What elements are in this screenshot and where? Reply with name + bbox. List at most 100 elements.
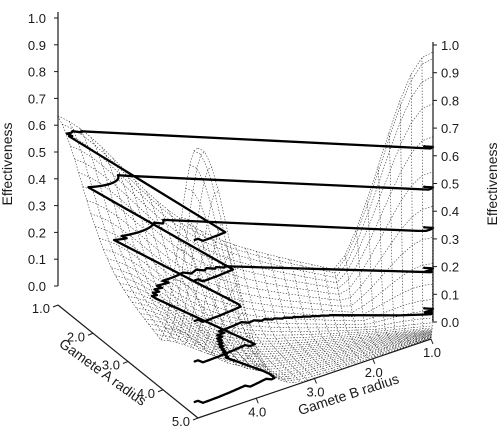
- mesh-line-b: [157, 200, 260, 366]
- gamete-b-tick-label: 1.0: [423, 345, 441, 360]
- mesh-line-b: [90, 137, 219, 346]
- z-right-tick-label: 0.6: [441, 149, 459, 164]
- mesh-line-b: [245, 248, 315, 379]
- contour-line: [112, 218, 435, 323]
- mesh-line-a: [193, 150, 432, 381]
- mesh-line-a: [86, 200, 433, 307]
- z-axis-title-left: Effectiveness: [0, 122, 15, 205]
- mesh-line-a: [197, 147, 432, 383]
- mesh-line-b: [256, 251, 322, 377]
- mesh-line-b: [234, 244, 308, 381]
- z-right-tick-label: 0.5: [441, 177, 459, 192]
- mesh-line-b: [388, 132, 404, 349]
- z-axis-title-right: Effectiveness: [484, 142, 500, 225]
- gamete-b-tick-mark: [255, 398, 259, 404]
- gamete-b-tick-label: 2.0: [365, 365, 383, 380]
- contour-line: [150, 265, 435, 364]
- gamete-a-axis-title: Gamete A radius: [56, 335, 149, 409]
- mesh-line-a: [185, 188, 432, 377]
- mesh-line-b: [145, 191, 253, 364]
- mesh-line-a: [140, 313, 432, 352]
- mesh-line-b: [311, 264, 356, 365]
- z-left-tick-label: 0.1: [28, 252, 46, 267]
- gamete-a-tick-label: 3.0: [102, 358, 120, 373]
- mesh-line-a: [181, 217, 432, 376]
- gamete-a-tick-label: 4.0: [137, 386, 155, 401]
- gamete-a-tick-label: 5.0: [172, 414, 190, 429]
- mesh-line-b: [333, 269, 370, 361]
- z-left-tick-label: 0.0: [28, 279, 46, 294]
- mesh-line-a: [57, 51, 434, 270]
- mesh-line-a: [70, 103, 433, 284]
- mesh-line-b: [79, 128, 212, 343]
- mesh-line-b: [377, 167, 397, 351]
- z-right-tick-label: 0.9: [441, 66, 459, 81]
- mesh-line-a: [173, 279, 432, 373]
- mesh-line-b: [300, 262, 349, 368]
- mesh-line-a: [136, 307, 432, 350]
- gamete-b-tick-label: 3.0: [306, 385, 324, 400]
- mesh-line-a: [74, 136, 433, 289]
- z-right-tick-label: 0.1: [441, 287, 459, 302]
- z-left-tick-label: 0.8: [28, 65, 46, 80]
- mesh-line-a: [169, 306, 432, 370]
- mesh-line-b: [223, 240, 301, 382]
- z-left-tick-label: 0.3: [28, 199, 46, 214]
- mesh-line-a: [119, 282, 433, 339]
- mesh-line-a: [95, 226, 433, 318]
- mesh-line-b: [57, 115, 199, 341]
- z-right-tick-label: 0.2: [441, 260, 459, 275]
- z-left-tick-label: 1.0: [28, 11, 46, 26]
- mesh-line-b: [278, 256, 336, 372]
- tick-marks: [52, 17, 437, 421]
- contour-line: [193, 306, 435, 404]
- gamete-b-tick-mark: [372, 358, 376, 364]
- mesh-line-a: [66, 76, 434, 278]
- mesh-line-b: [179, 217, 274, 376]
- z-left-tick-label: 0.5: [28, 145, 46, 160]
- gamete-b-tick-mark: [314, 378, 317, 384]
- z-left-tick-label: 0.2: [28, 225, 46, 240]
- contour-line: [87, 174, 435, 283]
- mesh-line-b: [123, 169, 240, 355]
- mesh-line-a: [152, 329, 432, 360]
- z-left-tick-label: 0.6: [28, 118, 46, 133]
- mesh-line-a: [160, 334, 432, 365]
- mesh-line-a: [165, 328, 432, 368]
- z-left-tick-label: 0.7: [28, 91, 46, 106]
- mesh-line-a: [132, 301, 432, 347]
- tick-labels: 0.00.10.20.30.40.50.60.70.80.91.00.00.10…: [28, 11, 459, 429]
- mesh-line-b: [399, 100, 411, 347]
- gamete-a-tick-label: 2.0: [67, 329, 85, 344]
- z-right-tick-label: 0.3: [441, 232, 459, 247]
- z-right-tick-label: 0.7: [441, 121, 459, 136]
- mesh-line-a: [99, 238, 433, 322]
- mesh-line-b: [322, 266, 363, 363]
- mesh-line-b: [366, 200, 391, 354]
- z-right-tick-label: 0.0: [441, 315, 459, 330]
- mesh-line-a: [144, 318, 432, 355]
- mesh-line-a: [111, 267, 433, 332]
- z-right-tick-label: 0.8: [441, 93, 459, 108]
- mesh-line-b: [421, 57, 425, 342]
- contour-line: [65, 130, 435, 242]
- z-right-tick-label: 0.4: [441, 204, 459, 219]
- gamete-a-tick-mark: [87, 332, 94, 336]
- gamete-b-tick-label: 4.0: [248, 404, 266, 419]
- gamete-a-tick-mark: [157, 389, 164, 393]
- mesh-line-a: [156, 333, 432, 362]
- mesh-line-b: [344, 255, 377, 358]
- mesh-line-b: [267, 254, 329, 374]
- contour-lines: [65, 130, 435, 404]
- z-right-tick-label: 1.0: [441, 38, 459, 53]
- gamete-b-tick-mark: [430, 338, 434, 345]
- z-left-tick-label: 0.9: [28, 38, 46, 53]
- mesh-line-a: [115, 275, 433, 336]
- surface-mesh: [57, 51, 434, 383]
- gamete-a-tick-label: 1.0: [32, 301, 50, 316]
- gamete-a-tick-mark: [52, 304, 59, 308]
- mesh-line-a: [61, 58, 434, 274]
- mesh-line-b: [289, 259, 343, 370]
- mesh-line-b: [168, 209, 267, 369]
